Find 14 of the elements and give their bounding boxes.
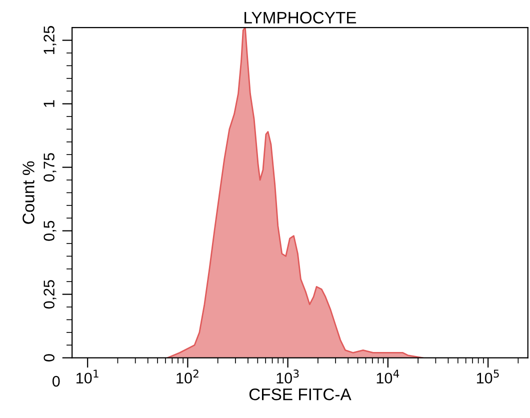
- y-tick-label: 0: [44, 354, 54, 362]
- x-tick-label: 10$^{4}$: [376, 370, 400, 384]
- y-tick-label: 0,25: [44, 280, 56, 309]
- y-tick-label: 1: [44, 100, 54, 107]
- x-tick-label: 10$^{3}$: [276, 370, 299, 384]
- y-tick-label: 0,75: [44, 153, 56, 182]
- y-axis-title: Count %: [22, 161, 34, 224]
- x-tick-label: 10$^{2}$: [176, 370, 198, 384]
- y-tick-label: 0,5: [44, 220, 56, 241]
- x-axis-title: CFSE FITC-A: [249, 388, 352, 400]
- chart-title: LYMPHOCYTE: [244, 12, 356, 24]
- y-tick-label: 1,25: [44, 26, 56, 54]
- x-tick-label: 10$^{5}$: [476, 370, 499, 384]
- x-tick-label: 10$^{1}$: [76, 370, 98, 384]
